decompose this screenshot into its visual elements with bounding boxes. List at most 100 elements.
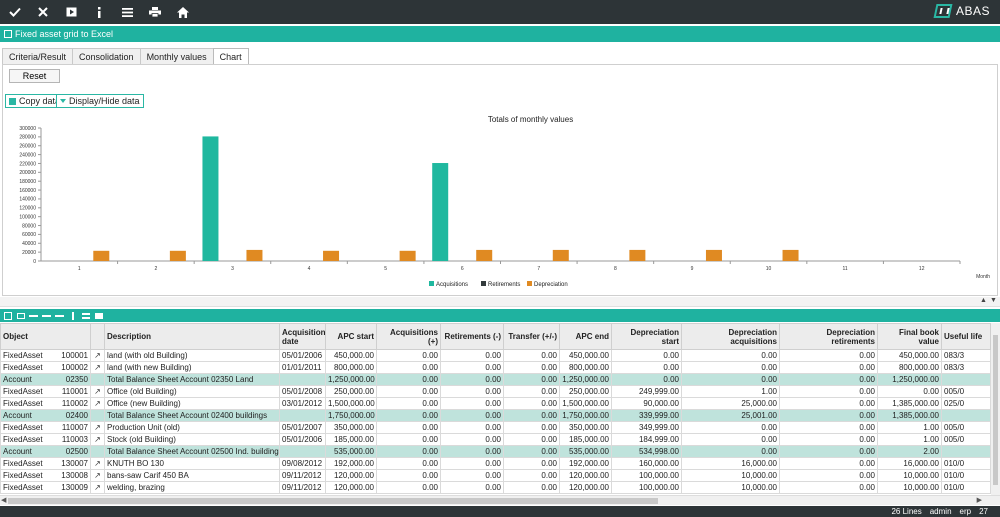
col-useful-life[interactable]: Useful life [941, 323, 991, 350]
open-link-icon[interactable]: ↗ [90, 421, 105, 434]
dep-ret-cell: 0.00 [779, 421, 878, 434]
table-row[interactable]: FixedAsset 130008 ↗ bans-saw Carif 450 BA 09… [0, 469, 991, 482]
panel-splitter[interactable]: ▲ ▼ [0, 297, 1000, 307]
vertical-scrollbar[interactable] [991, 323, 1000, 495]
open-link-icon[interactable]: ↗ [90, 361, 105, 374]
apc-end-cell: 535,000.00 [559, 445, 612, 458]
apc-end-cell: 192,000.00 [559, 457, 612, 470]
dep-acq-cell: 0.00 [681, 349, 780, 362]
close-icon[interactable] [30, 0, 56, 24]
menu-icon[interactable] [114, 0, 140, 24]
open-link-icon[interactable] [90, 409, 105, 422]
fbv-cell: 10,000.00 [877, 481, 942, 494]
chart-panel: Totals of monthly values 0 20000 40000 60000… [2, 64, 998, 296]
column-fit-icon[interactable] [28, 310, 39, 321]
open-link-icon[interactable]: ↗ [90, 397, 105, 410]
bar-depreciation-m1 [93, 250, 110, 261]
column-expand-icon[interactable] [41, 310, 52, 321]
copy-data-button[interactable]: Copy data [5, 94, 65, 108]
main-toolbar: ABAS [0, 0, 1000, 24]
tab-chart[interactable]: Chart [212, 48, 249, 65]
table-row[interactable]: FixedAsset 130009 ↗ welding, brazing 09/11/2… [0, 481, 991, 494]
window-title-bar: Fixed asset grid to Excel [0, 26, 1000, 42]
useful-life-cell: 083/3 [941, 349, 991, 362]
collapse-up-icon[interactable]: ▲ [980, 297, 987, 304]
apc-start-cell: 1,250,000.00 [325, 373, 377, 386]
bar-depreciation-m4 [323, 250, 340, 261]
col-link[interactable] [90, 323, 105, 350]
print-icon[interactable] [142, 0, 168, 24]
table-row[interactable]: FixedAsset 110007 ↗ Production Unit (old) 05… [0, 421, 991, 434]
open-link-icon[interactable]: ↗ [90, 457, 105, 470]
y-tick-label: 220000 [19, 161, 36, 167]
table-row[interactable]: FixedAsset 130007 ↗ KNUTH BO 130 09/08/2012 1… [0, 457, 991, 470]
info-icon[interactable] [86, 0, 112, 24]
col-retirements[interactable]: Retirements (-) [440, 323, 504, 350]
column-collapse-icon[interactable] [54, 310, 65, 321]
col-final-book-value[interactable]: Final book value [877, 323, 942, 350]
reset-button[interactable]: Reset [9, 69, 60, 83]
open-link-icon[interactable]: ↗ [90, 385, 105, 398]
collapse-down-icon[interactable]: ▼ [990, 297, 997, 304]
table-row[interactable]: FixedAsset 100002 ↗ land (with new Building… [0, 361, 991, 374]
table-row[interactable]: Account 02400 Total Balance Sheet Account … [0, 409, 991, 422]
date-cell: 09/11/2012 [279, 481, 326, 494]
date-cell: 05/01/2007 [279, 421, 326, 434]
legend-swatch-retirements [481, 281, 486, 286]
description-cell: land (with new Building) [104, 361, 280, 374]
tab-criteria-result[interactable]: Criteria/Result [2, 48, 74, 64]
col-apc-end[interactable]: APC end [559, 323, 612, 350]
col-transfer[interactable]: Transfer (+/-) [503, 323, 560, 350]
x-tick-label: 6 [461, 266, 464, 272]
col-acquisition-date[interactable]: Acquisition date [279, 323, 326, 350]
table-row[interactable]: FixedAsset 100001 ↗ land (with old Building… [0, 349, 991, 362]
dep-acq-cell: 25,001.00 [681, 409, 780, 422]
grid-filter-icon[interactable] [15, 310, 26, 321]
dep-start-cell: 0.00 [611, 349, 682, 362]
tab-consolidation[interactable]: Consolidation [72, 48, 141, 64]
check-icon[interactable] [2, 0, 28, 24]
col-apc-start[interactable]: APC start [325, 323, 377, 350]
open-link-icon[interactable]: ↗ [90, 481, 105, 494]
x-tick-label: 10 [766, 266, 772, 272]
play-icon[interactable] [58, 0, 84, 24]
open-link-icon[interactable]: ↗ [90, 349, 105, 362]
grid-info-icon[interactable] [67, 310, 78, 321]
col-acquisitions[interactable]: Acquisitions (+) [376, 323, 441, 350]
col-description[interactable]: Description [104, 323, 280, 350]
scroll-right-icon[interactable]: ▶ [976, 497, 982, 504]
col-object[interactable]: Object [0, 323, 91, 350]
open-link-icon[interactable]: ↗ [90, 469, 105, 482]
bar-depreciation-m8 [629, 249, 646, 261]
y-tick-label: 160000 [19, 188, 36, 194]
table-row[interactable]: FixedAsset 110002 ↗ Office (new Building) 03… [0, 397, 991, 410]
description-cell: Office (new Building) [104, 397, 280, 410]
x-tick-label: 5 [384, 266, 387, 272]
table-row[interactable]: FixedAsset 110001 ↗ Office (old Building) 05… [0, 385, 991, 398]
horizontal-scrollbar[interactable]: ◀ ▶ [0, 495, 1000, 505]
y-tick-label: 200000 [19, 170, 36, 176]
dep-ret-cell: 0.00 [779, 373, 878, 386]
grid-menu-icon[interactable] [80, 310, 91, 321]
scroll-left-icon[interactable]: ◀ [1, 497, 7, 504]
description-cell: Production Unit (old) [104, 421, 280, 434]
grid-print-icon[interactable] [93, 310, 104, 321]
date-cell: 09/08/2012 [279, 457, 326, 470]
table-row[interactable]: Account 02500 Total Balance Sheet Account … [0, 445, 991, 458]
table-row[interactable]: FixedAsset 110003 ↗ Stock (old Building) 05/… [0, 433, 991, 446]
display-hide-data-button[interactable]: Display/Hide data [56, 94, 144, 108]
home-icon[interactable] [170, 0, 196, 24]
grid-export-icon[interactable] [2, 310, 13, 321]
open-link-icon[interactable]: ↗ [90, 433, 105, 446]
chevron-down-icon [60, 99, 66, 103]
col-depreciation-acquisitions[interactable]: Depreciation acquisitions [681, 323, 780, 350]
brand-name: ABAS [955, 4, 990, 18]
dep-start-cell: 534,998.00 [611, 445, 682, 458]
useful-life-cell: 005/0 [941, 433, 991, 446]
open-link-icon[interactable] [90, 373, 105, 386]
open-link-icon[interactable] [90, 445, 105, 458]
table-row[interactable]: Account 02350 Total Balance Sheet Account … [0, 373, 991, 386]
tab-monthly-values[interactable]: Monthly values [139, 48, 214, 64]
col-depreciation-retirements[interactable]: Depreciation retirements [779, 323, 878, 350]
col-depreciation-start[interactable]: Depreciation start [611, 323, 682, 350]
